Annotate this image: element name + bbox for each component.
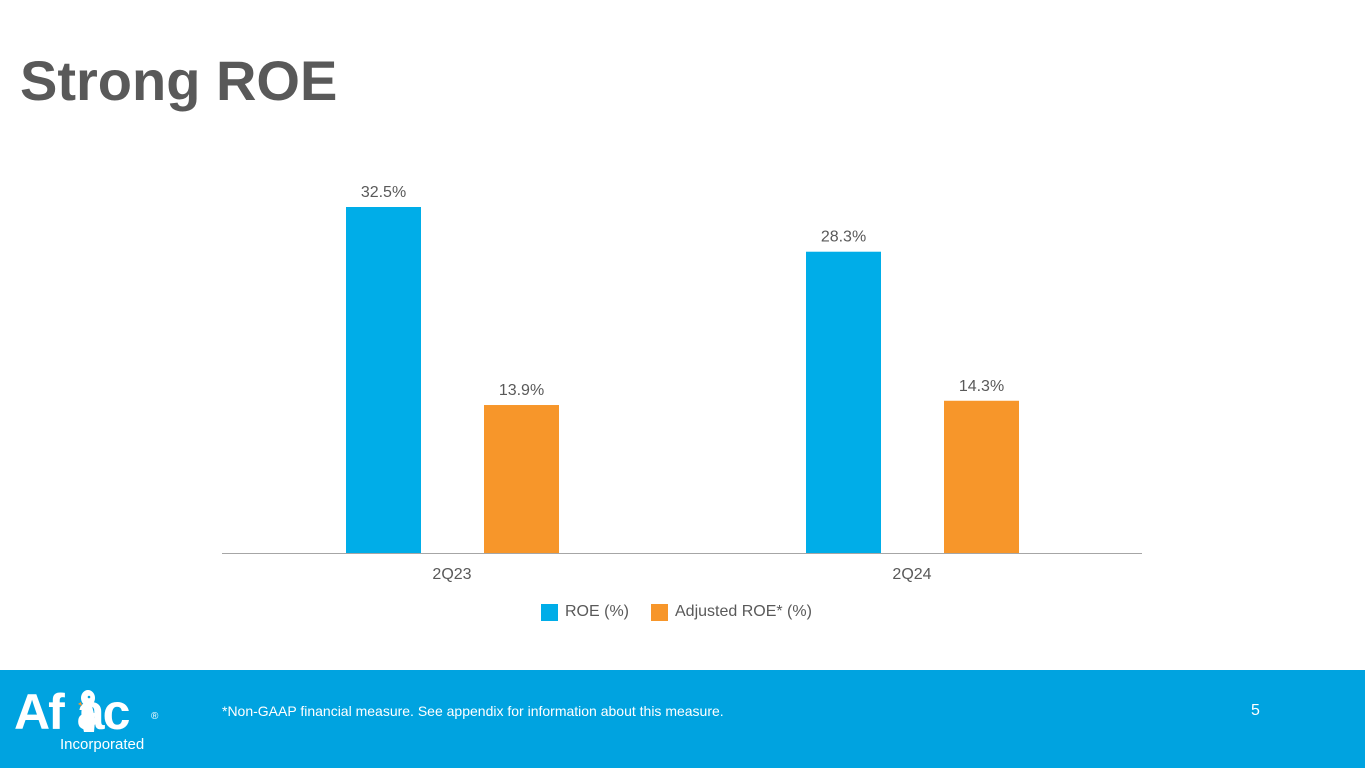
legend-label-roe: ROE (%) (565, 603, 629, 620)
legend-item-roe: ROE (%) (541, 603, 629, 621)
legend-item-adjusted-roe: Adjusted ROE* (%) (651, 603, 812, 621)
data-label-2q23-roe: 32.5% (361, 184, 406, 201)
duck-icon (78, 690, 95, 732)
bar-chart: 32.5% 13.9% 28.3% 14.3% 2Q23 2Q24 (222, 184, 1142, 583)
bar-2q24-adjusted-roe (944, 400, 1019, 553)
registered-mark: ® (151, 711, 159, 722)
aflac-logo: Af ac ® Incorporated (12, 684, 172, 760)
legend-swatch-roe (541, 603, 558, 621)
data-label-2q24-adjusted-roe: 14.3% (959, 378, 1004, 395)
data-label-2q24-roe: 28.3% (821, 229, 866, 246)
chart-legend: ROE (%) Adjusted ROE* (%) (541, 603, 834, 621)
logo-subtitle: Incorporated (60, 736, 145, 753)
data-label-2q23-adjusted-roe: 13.9% (499, 382, 544, 399)
legend-label-adjusted-roe: Adjusted ROE* (%) (675, 603, 812, 620)
footer-bar: Af ac ® Incorporated *Non-GAAP financial … (0, 670, 1365, 768)
bar-2q23-adjusted-roe (484, 405, 559, 553)
bar-2q23-roe (346, 207, 421, 553)
page-number: 5 (1251, 702, 1260, 719)
x-tick-label-2q24: 2Q24 (892, 566, 931, 583)
logo-wordmark: Af ac (14, 684, 130, 740)
page-title: Strong ROE (20, 49, 338, 112)
x-tick-label-2q23: 2Q23 (432, 566, 471, 583)
bar-2q24-roe (806, 251, 881, 553)
footnote: *Non-GAAP financial measure. See appendi… (222, 703, 724, 719)
legend-swatch-adjusted-roe (651, 603, 668, 621)
